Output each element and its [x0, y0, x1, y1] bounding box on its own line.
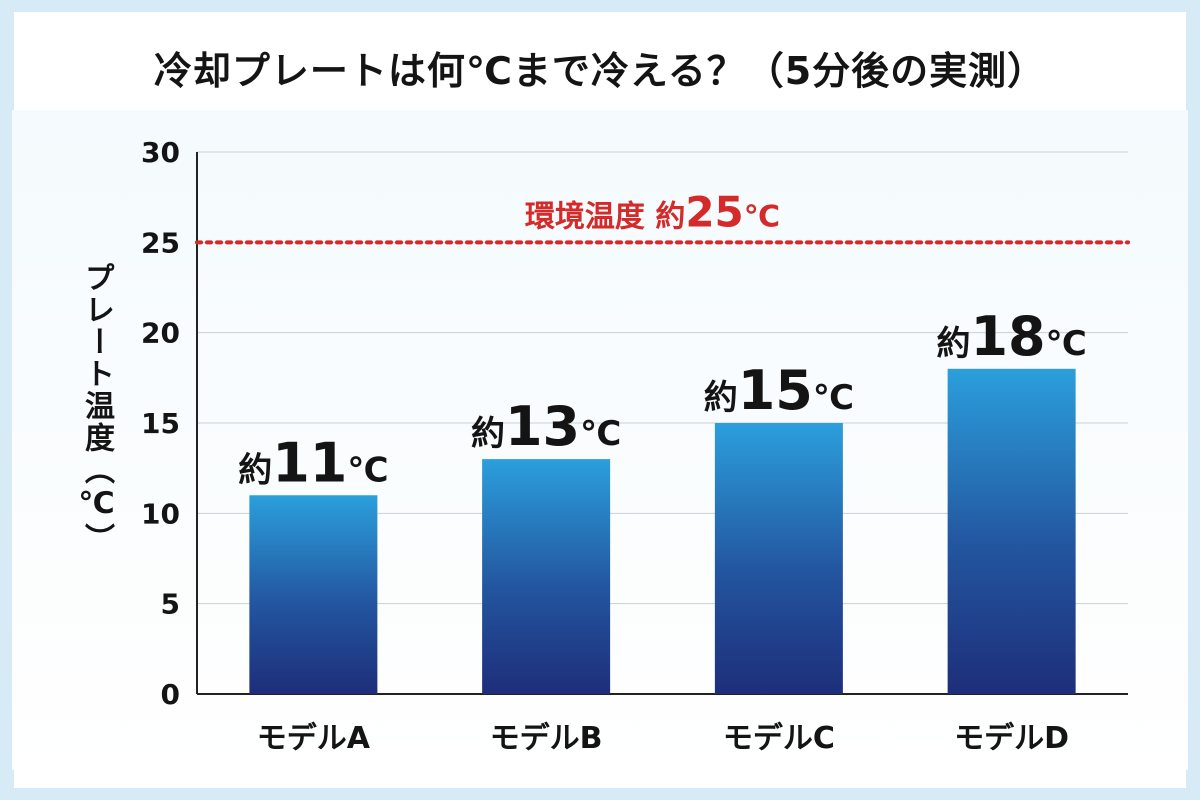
x-tick-label: モデルA	[257, 721, 371, 756]
data-label: 約13℃	[471, 395, 621, 458]
bar	[482, 459, 611, 694]
bar	[249, 495, 378, 694]
data-label: 約18℃	[936, 305, 1086, 368]
y-axis-label: プレート温度（℃）	[79, 262, 114, 555]
y-tick-label: 30	[141, 136, 180, 169]
x-tick-label: モデルC	[723, 721, 835, 756]
bar	[714, 423, 843, 694]
data-label: 約11℃	[238, 431, 388, 494]
y-tick-label: 20	[141, 317, 180, 350]
x-tick-label: モデルD	[954, 721, 1069, 756]
y-tick-label: 5	[161, 588, 180, 621]
bar	[947, 368, 1076, 694]
y-tick-label: 25	[141, 226, 180, 259]
y-tick-label: 0	[161, 678, 180, 711]
chart-title: 冷却プレートは何℃まで冷える？（5分後の実測）	[153, 49, 1047, 93]
y-tick-label: 15	[141, 407, 180, 440]
y-tick-label: 10	[141, 497, 180, 530]
data-label: 約15℃	[704, 359, 854, 422]
ambient-temperature-label: 環境温度 約25℃	[525, 187, 780, 236]
x-tick-label: モデルB	[490, 721, 603, 756]
